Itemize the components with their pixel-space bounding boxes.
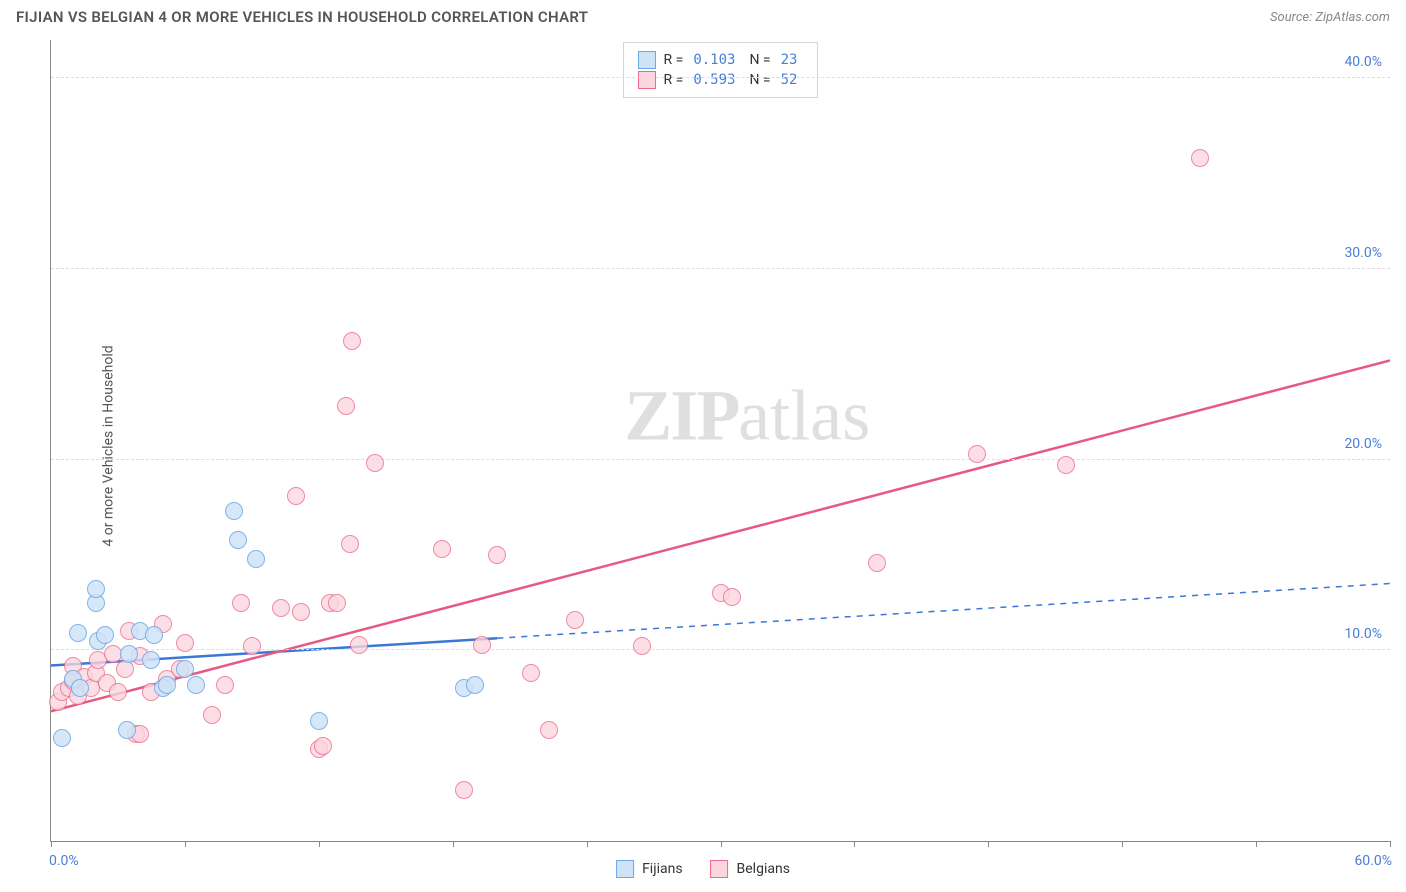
x-tick [988, 841, 989, 847]
chart-title: FIJIAN VS BELGIAN 4 OR MORE VEHICLES IN … [16, 8, 588, 26]
data-point [328, 594, 346, 612]
data-point [203, 706, 221, 724]
data-point [158, 676, 176, 694]
data-point [1057, 456, 1075, 474]
watermark: ZIPatlas [624, 375, 870, 458]
x-tick [1122, 841, 1123, 847]
legend-n-value: 23 [781, 52, 798, 68]
data-point [229, 531, 247, 549]
legend-swatch [638, 51, 656, 69]
y-tick-label: 30.0% [1344, 245, 1382, 261]
data-point [455, 781, 473, 799]
plot-wrap: ZIPatlas R =0.103N =23R =0.593N =52 0.0%… [50, 40, 1390, 842]
x-axis-max-label: 60.0% [1354, 853, 1392, 869]
data-point [540, 721, 558, 739]
stats-legend: R = 0.103 N = 23 R = 0.593 N = 52 [623, 42, 819, 98]
x-tick [453, 841, 454, 847]
legend-swatch [616, 860, 634, 878]
x-tick [587, 841, 588, 847]
watermark-zip: ZIP [624, 376, 738, 456]
series-legend-item: Belgians [711, 860, 790, 878]
series-legend: Fijians Belgians [616, 860, 790, 878]
data-point [247, 550, 265, 568]
x-tick [721, 841, 722, 847]
x-tick [51, 841, 52, 847]
data-point [350, 636, 368, 654]
data-point [310, 712, 328, 730]
data-point [868, 554, 886, 572]
data-point [272, 599, 290, 617]
data-point [343, 332, 361, 350]
y-tick-label: 40.0% [1344, 54, 1382, 70]
series-legend-label: Fijians [642, 861, 682, 877]
plot-area: ZIPatlas R =0.103N =23R =0.593N =52 0.0%… [50, 40, 1390, 842]
legend-swatch [711, 860, 729, 878]
gridline [51, 459, 1390, 460]
x-axis-min-label: 0.0% [49, 853, 79, 869]
data-point [96, 626, 114, 644]
legend-n-label: N = [749, 72, 770, 88]
legend-r-value: 0.593 [693, 72, 735, 88]
data-point [1191, 149, 1209, 167]
series-legend-label: Belgians [737, 861, 790, 877]
stats-legend-row: R = 0.103 N = 23 [638, 51, 804, 69]
data-point [116, 660, 134, 678]
data-point [225, 502, 243, 520]
data-point [69, 624, 87, 642]
legend-n-value: 52 [781, 72, 798, 88]
data-point [433, 540, 451, 558]
trend-line-solid [51, 360, 1390, 711]
series-legend-item: Fijians [616, 860, 682, 878]
source-label: Source: ZipAtlas.com [1270, 10, 1390, 25]
legend-r-label: R = [664, 52, 684, 68]
data-point [145, 626, 163, 644]
y-tick-label: 10.0% [1344, 626, 1382, 642]
data-point [187, 676, 205, 694]
legend-n-label: N = [749, 52, 770, 68]
data-point [968, 445, 986, 463]
data-point [232, 594, 250, 612]
data-point [473, 636, 491, 654]
data-point [522, 664, 540, 682]
data-point [566, 611, 584, 629]
data-point [120, 645, 138, 663]
data-point [142, 651, 160, 669]
y-tick-label: 20.0% [1344, 436, 1382, 452]
data-point [109, 683, 127, 701]
chart-header: FIJIAN VS BELGIAN 4 OR MORE VEHICLES IN … [0, 0, 1406, 30]
legend-r-label: R = [664, 72, 684, 88]
data-point [341, 535, 359, 553]
watermark-atlas: atlas [738, 376, 870, 456]
stats-legend-row: R = 0.593 N = 52 [638, 71, 804, 89]
data-point [466, 676, 484, 694]
data-point [366, 454, 384, 472]
data-point [71, 679, 89, 697]
x-tick [319, 841, 320, 847]
x-tick [854, 841, 855, 847]
data-point [87, 580, 105, 598]
gridline [51, 77, 1390, 78]
data-point [118, 721, 136, 739]
data-point [337, 397, 355, 415]
trend-line-dashed [497, 584, 1390, 639]
data-point [314, 737, 332, 755]
x-tick [1256, 841, 1257, 847]
data-point [287, 487, 305, 505]
data-point [176, 634, 194, 652]
data-point [633, 637, 651, 655]
data-point [488, 546, 506, 564]
data-point [243, 637, 261, 655]
trend-lines-svg [51, 40, 1390, 841]
data-point [216, 676, 234, 694]
data-point [723, 588, 741, 606]
x-tick [185, 841, 186, 847]
gridline [51, 268, 1390, 269]
data-point [292, 603, 310, 621]
x-tick [1390, 841, 1391, 847]
data-point [53, 729, 71, 747]
legend-swatch [638, 71, 656, 89]
legend-r-value: 0.103 [693, 52, 735, 68]
